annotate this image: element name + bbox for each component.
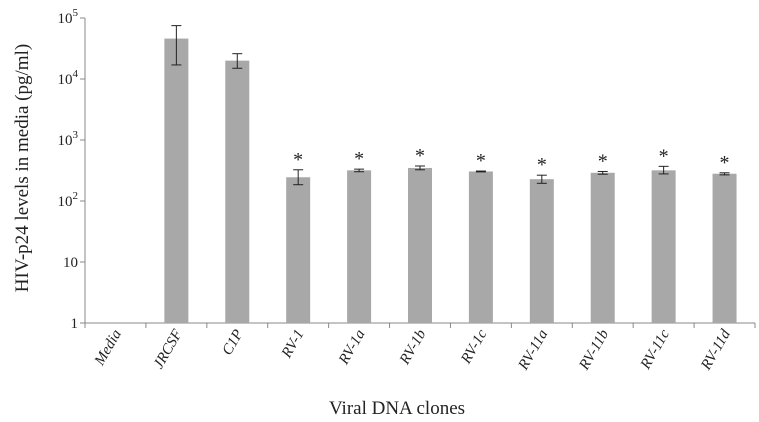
y-tick-label: 102 — [58, 190, 79, 210]
y-tick-label: 1 — [71, 316, 79, 332]
bar — [347, 170, 372, 323]
bar — [408, 167, 432, 323]
significance-star: * — [476, 150, 486, 172]
category-label: RV-1a — [336, 327, 369, 368]
significance-markers: * * * * * * * * — [293, 145, 729, 176]
x-axis-title: Viral DNA clones — [329, 398, 465, 419]
bar — [590, 172, 615, 323]
bar — [651, 170, 676, 323]
category-label: RV-11d — [698, 327, 734, 374]
y-tick-label: 104 — [58, 68, 79, 88]
category-label: Media — [91, 327, 125, 369]
bars — [164, 38, 737, 323]
bar — [164, 38, 189, 323]
category-label: RV-1c — [458, 327, 491, 368]
category-label: RV-1 — [278, 327, 307, 362]
category-label: RV-11c — [637, 327, 673, 373]
category-label: C1P — [220, 327, 247, 358]
bar — [712, 173, 737, 323]
significance-star: * — [293, 149, 303, 171]
error-bars — [171, 25, 730, 186]
category-label: RV-11a — [515, 327, 551, 374]
significance-star: * — [720, 152, 730, 174]
y-tick-label: 10 — [63, 255, 78, 271]
category-label: JRCSF — [151, 326, 187, 372]
significance-star: * — [659, 145, 669, 167]
category-label: RV-11b — [576, 327, 612, 374]
category-label: RV-1b — [396, 327, 429, 369]
bar — [225, 60, 250, 323]
bar — [286, 177, 311, 323]
significance-star: * — [598, 150, 608, 172]
significance-star: * — [415, 145, 425, 167]
bar — [529, 179, 554, 323]
y-axis: 1 10 102 103 104 105 — [58, 7, 86, 332]
y-tick-label: 105 — [58, 7, 79, 27]
x-axis — [84, 322, 756, 328]
significance-star: * — [354, 148, 364, 170]
bar — [468, 171, 493, 323]
y-axis-title: HIV-p24 levels in media (pg/ml) — [12, 44, 33, 292]
significance-star: * — [537, 154, 547, 176]
category-labels: Media JRCSF C1P RV-1 RV-1a RV-1b RV-1c RV-11a RV… — [91, 326, 734, 373]
y-tick-label: 103 — [58, 129, 79, 149]
